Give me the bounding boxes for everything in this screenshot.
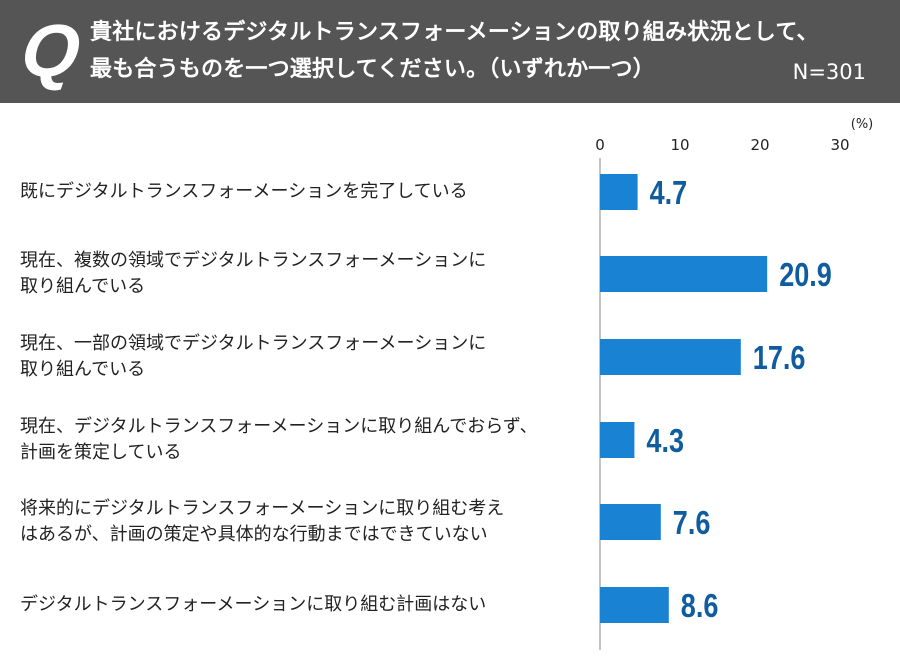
category-label-line: デジタルトランスフォーメーションに取り組む計画はない bbox=[20, 594, 487, 615]
category-label: 将来的にデジタルトランスフォーメーションに取り組む考え はあるが、計画の策定や具体… bbox=[20, 496, 595, 548]
bar-value-label: 20.9 bbox=[779, 258, 832, 294]
bar-value-label: 8.6 bbox=[681, 589, 719, 625]
category-label-line: はあるが、計画の策定や具体的な行動まではできていない bbox=[20, 524, 488, 545]
category-label-line: 将来的にデジタルトランスフォーメーションに取り組む考え bbox=[20, 498, 505, 519]
x-tick-label: 20 bbox=[750, 136, 769, 154]
category-label: デジタルトランスフォーメーションに取り組む計画はない bbox=[20, 592, 595, 618]
category-label: 既にデジタルトランスフォーメーションを完了している bbox=[20, 179, 595, 205]
category-label: 現在、一部の領域でデジタルトランスフォーメーションに 取り組んでいる bbox=[20, 331, 595, 383]
bar bbox=[600, 587, 669, 623]
bar-value-label: 4.3 bbox=[646, 424, 684, 460]
question-header: Q 貴社におけるデジタルトランスフォーメーションの取り組み状況として、 最も合う… bbox=[0, 0, 900, 103]
bar bbox=[600, 422, 635, 458]
bar bbox=[600, 339, 741, 375]
question-text-line1: 貴社におけるデジタルトランスフォーメーションの取り組み状況として、 bbox=[90, 20, 819, 45]
category-label-line: 現在、複数の領域でデジタルトランスフォーメーションに bbox=[20, 250, 487, 271]
category-label-line: 現在、デジタルトランスフォーメーションに取り組んでおらず、 bbox=[20, 416, 538, 437]
bar-value-label: 7.6 bbox=[673, 506, 711, 542]
x-tick-label: 0 bbox=[595, 136, 605, 154]
category-label: 現在、デジタルトランスフォーメーションに取り組んでおらず、 計画を策定している bbox=[20, 414, 595, 466]
bar bbox=[600, 504, 661, 540]
category-label: 現在、複数の領域でデジタルトランスフォーメーションに 取り組んでいる bbox=[20, 248, 595, 300]
sample-size: N=301 bbox=[792, 60, 866, 84]
category-label-line: 計画を策定している bbox=[20, 442, 182, 463]
x-tick-label: 30 bbox=[830, 136, 849, 154]
category-label-line: 現在、一部の領域でデジタルトランスフォーメーションに bbox=[20, 333, 487, 354]
bar-value-label: 17.6 bbox=[753, 341, 806, 377]
category-label-line: 既にデジタルトランスフォーメーションを完了している bbox=[20, 181, 468, 202]
bar bbox=[600, 174, 638, 210]
x-tick-label: 10 bbox=[670, 136, 689, 154]
unit-label: (%) bbox=[851, 117, 874, 132]
category-label-line: 取り組んでいる bbox=[20, 276, 146, 297]
bar-value-label: 4.7 bbox=[650, 176, 688, 212]
bar bbox=[600, 256, 768, 292]
category-label-line: 取り組んでいる bbox=[20, 359, 146, 380]
question-text-line2: 最も合うものを一つ選択してください。（いずれか一つ） bbox=[90, 57, 655, 82]
